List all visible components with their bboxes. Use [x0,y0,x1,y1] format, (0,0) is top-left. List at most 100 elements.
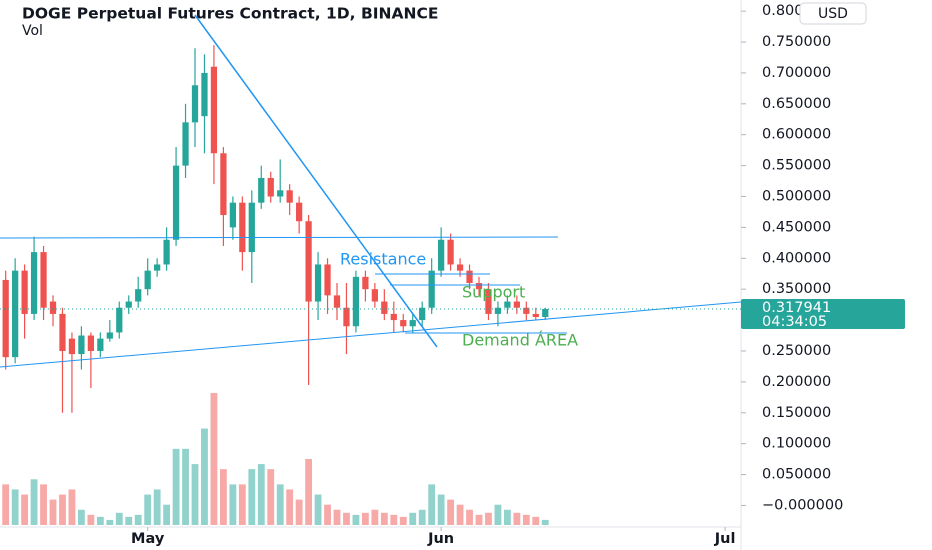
volume-bar [361,512,369,525]
price-axis: 0.8000000.7500000.7000000.6500000.600000… [741,3,843,513]
y-tick-label: 0.450000 [762,219,831,235]
volume-bar [352,514,360,525]
x-tick-label: Jul [714,531,736,547]
y-tick-label: 0.100000 [762,436,831,452]
volume-bar [466,509,473,525]
candle-body [30,252,38,314]
volume-bar [428,484,436,525]
countdown-label: 04:34:05 [762,314,827,330]
candle-body [494,307,502,314]
volume-bar [30,479,38,525]
candle-body [286,190,293,203]
marks [2,45,549,525]
candle-body [182,122,189,166]
support-trend-line [0,301,742,368]
candle-body [239,202,246,253]
volume-bar [134,514,142,525]
y-tick-label: 0.550000 [762,158,831,174]
annotation: Support [462,283,525,302]
volume-bar [68,489,76,525]
volume-bar [276,484,284,525]
volume-bar [418,509,426,525]
candle-body [49,301,57,314]
candle-body [400,320,407,327]
candle-body [210,66,218,154]
candle-body [2,279,9,358]
y-tick-label: 0.250000 [762,343,831,359]
volume-bar [494,504,502,525]
candle-body [191,85,199,123]
volume-bar [513,512,521,525]
candle-body [97,338,104,351]
y-tick-label: 0.500000 [762,189,831,205]
y-tick-label: 0.600000 [762,127,831,143]
annotation: Demand ÁREA [462,331,578,350]
candle-body [475,283,483,290]
volume-bar [40,484,47,525]
candle-body [68,338,76,355]
candle-body [172,165,180,240]
volume-bar [522,514,530,525]
candle-body [78,335,85,355]
volume-bar [172,448,180,525]
volume-bar [333,509,341,525]
candle-body [428,270,435,308]
volume-bar [324,504,331,525]
volume-bar [125,516,133,525]
volume-bar [475,514,483,525]
candle-body [438,239,445,271]
volume-bar [371,509,379,525]
candle-body [296,202,303,222]
y-tick-label: 0.050000 [762,467,831,483]
candle-body [352,276,360,327]
candle-body [513,301,520,308]
volume-bar [59,494,66,525]
volume-bar [503,509,511,525]
last-price-box [741,298,905,329]
volume-bar [21,494,29,525]
y-tick-label: 0.400000 [762,250,831,266]
currency-button[interactable] [799,2,867,25]
volume-legend: Vol [22,23,43,39]
candle-body [305,221,312,302]
candle-body [466,270,473,284]
candle-body [324,264,331,296]
volume-bar [541,519,549,525]
volume-bar [485,512,492,525]
candle-body [409,320,416,327]
volume-bar [96,516,104,525]
volume-bar [447,499,455,525]
candle-body [456,264,464,271]
volume-bar [182,448,189,525]
candle-body [362,276,369,290]
x-tick-label: May [131,531,165,547]
candle-body [390,313,397,321]
volume-bar [115,512,123,525]
drawings [0,14,742,368]
y-tick-label: 0.200000 [762,374,831,390]
y-tick-label: 0.650000 [762,96,831,112]
candle-body [21,270,28,314]
volume-bar [286,489,294,525]
y-tick-label: 0.150000 [762,405,831,421]
currency-label[interactable]: USD [818,6,848,22]
volume-bar [409,512,417,525]
candle-body [532,313,539,317]
volume-bar [532,516,540,525]
candle-body [12,270,19,358]
chart-title: DOGE Perpetual Futures Contract, 1D, BIN… [22,5,438,23]
volume-bar [49,499,57,525]
candle-body [87,335,95,351]
volume-bar [456,504,464,525]
volume-bar [380,512,388,525]
volume-bar [11,489,19,525]
volume-bar [267,469,275,525]
trend-line [194,14,438,348]
volume-bar [390,514,398,525]
volume-bar [201,428,208,525]
candle-body [381,301,388,314]
candle-body [144,270,151,290]
candle-body [504,301,511,308]
volume-bar [144,494,152,525]
